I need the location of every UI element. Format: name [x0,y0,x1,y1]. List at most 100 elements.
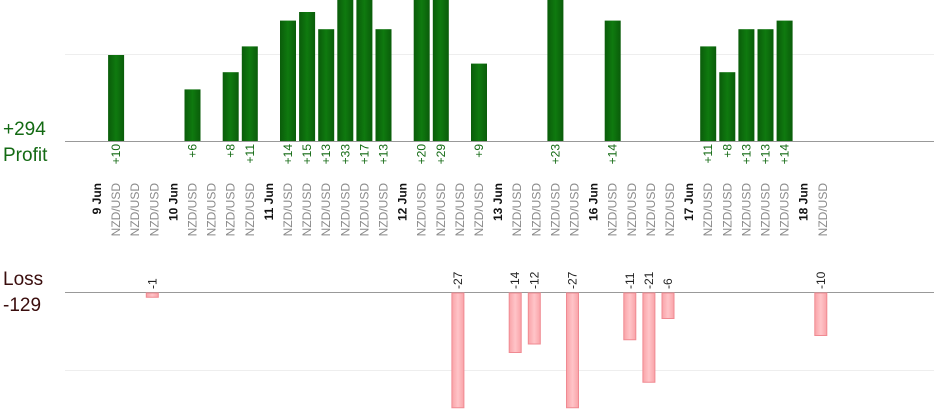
profit-value-label: +13 [759,144,773,165]
profit-bar [318,29,335,142]
profit-value-label: +11 [701,144,715,164]
profit-bar [108,55,125,141]
pair-label: NZD/USD [205,183,219,237]
profit-value-label: +8 [720,144,734,158]
date-label: 12 Jun [396,183,410,221]
pair-label: NZD/USD [548,183,562,237]
date-label: 10 Jun [166,183,180,221]
profit-bar [280,20,296,142]
pair-label: NZD/USD [759,183,773,237]
pair-label: NZD/USD [510,183,524,237]
pair-label: NZD/USD [338,183,352,237]
date-label: 18 Jun [797,183,811,221]
profit-value-label: +23 [548,144,562,165]
profit-bar [299,12,316,141]
profit-bar [222,72,239,141]
loss-bar [623,292,637,341]
profit-value-label: +8 [224,144,238,158]
profit-value-label: +15 [300,144,314,165]
profit-bar [413,0,430,141]
profit-label: Profit [3,145,48,166]
profit-value-label: +14 [778,144,792,165]
pair-label: NZD/USD [568,183,582,237]
profit-bar [700,46,717,141]
pair-label: NZD/USD [377,183,391,237]
loss-bar [451,292,465,409]
pair-label: NZD/USD [644,183,658,237]
loss-bar [508,292,522,353]
profit-value-label: +13 [377,144,391,165]
loss-value-label: -1 [145,278,159,289]
pair-label: NZD/USD [128,183,142,237]
pair-label: NZD/USD [281,183,295,237]
date-label: 11 Jun [262,183,276,220]
profit-value-label: +29 [434,144,448,165]
profit-value-label: +11 [243,144,257,164]
profit-value-label: +17 [357,144,371,165]
profit-bar [432,0,449,141]
pair-label: NZD/USD [816,183,830,237]
pair-label: NZD/USD [147,183,161,237]
pair-label: NZD/USD [243,183,257,237]
loss-total: -129 [3,295,42,316]
loss-value-label: -11 [623,272,637,289]
pair-label: NZD/USD [434,183,448,237]
loss-bar [642,292,656,383]
profit-bar [738,29,755,142]
profit-bar [776,20,793,142]
profit-bar [356,0,373,141]
pair-label: NZD/USD [109,183,123,237]
profit-value-label: +20 [415,144,429,165]
pair-label: NZD/USD [778,183,792,237]
profit-value-label: +33 [338,144,352,165]
pair-label: NZD/USD [453,183,467,237]
pair-label: NZD/USD [319,183,333,237]
profit-value-label: +14 [281,144,295,165]
date-label: 13 Jun [491,183,505,221]
date-label: 16 Jun [587,183,601,221]
profit-bar [184,89,201,141]
date-label: 9 Jun [90,183,104,214]
pair-label: NZD/USD [625,183,639,237]
profit-bar [719,72,736,141]
pair-label: NZD/USD [415,183,429,237]
pair-label: NZD/USD [739,183,753,237]
profit-value-label: +9 [472,144,486,158]
loss-value-label: -14 [508,271,522,289]
profit-bar [604,20,621,142]
pair-label: NZD/USD [720,183,734,237]
loss-value-label: -27 [566,271,580,289]
pair-label: NZD/USD [357,183,371,237]
pair-label: NZD/USD [300,183,314,237]
loss-value-label: -6 [661,278,675,289]
loss-bar [814,292,828,336]
profit-total: +294 [3,119,46,140]
profit-bar [471,63,487,141]
profit-bar [241,46,258,141]
pair-label: NZD/USD [186,183,200,237]
profit-value-label: +13 [319,144,333,165]
loss-value-label: -12 [527,271,541,289]
loss-value-label: -21 [642,271,656,289]
loss-label: Loss [3,269,44,290]
loss-bar [661,292,675,319]
profit-value-label: +14 [606,144,620,165]
loss-bar [145,292,159,298]
profit-value-label: +6 [186,144,200,158]
profit-bar [547,0,564,142]
loss-bar [566,292,579,409]
loss-value-label: -27 [451,271,465,289]
pair-label: NZD/USD [606,183,620,237]
pair-label: NZD/USD [701,183,715,237]
pair-label: NZD/USD [529,183,543,237]
profit-bar [757,29,774,142]
pair-label: NZD/USD [224,183,238,237]
date-label: 17 Jun [682,183,696,221]
loss-bar [527,292,541,345]
profit-value-label: +13 [739,144,753,165]
pair-label: NZD/USD [663,183,677,237]
profit-value-label: +10 [109,144,123,165]
loss-value-label: -10 [814,271,828,289]
profit-bar [375,29,392,142]
